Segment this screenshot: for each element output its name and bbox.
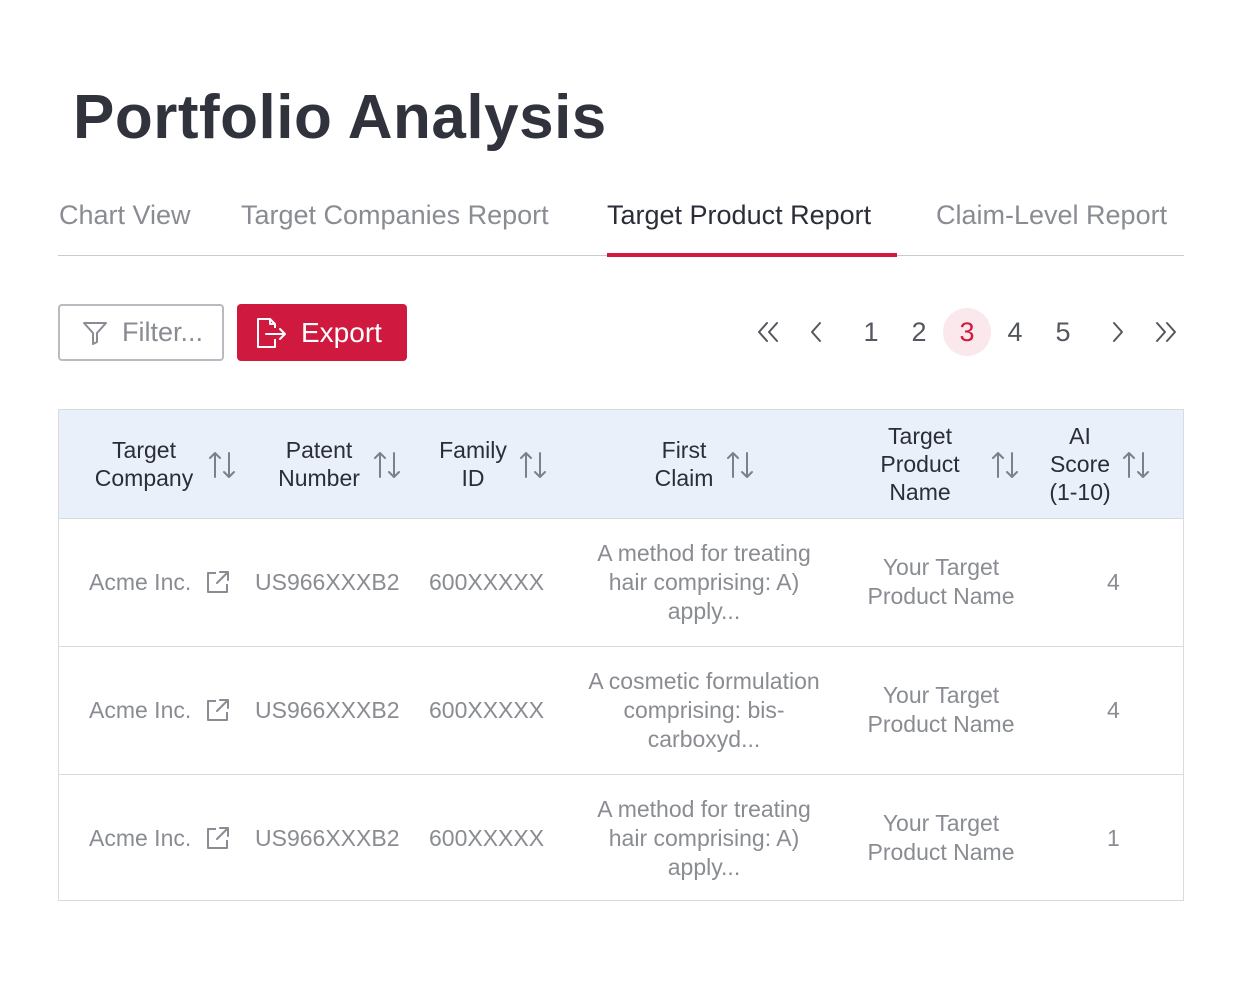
family-id-cell: 600XXXXX	[429, 697, 545, 723]
company-link[interactable]: Acme Inc.	[89, 697, 192, 723]
export-file-icon	[257, 317, 286, 348]
filter-button[interactable]: Filter...	[58, 304, 224, 361]
external-link-icon[interactable]	[205, 697, 231, 723]
pager-first-button[interactable]	[744, 308, 792, 356]
patent-number-cell: US966XXXB2	[255, 569, 400, 595]
tab-claim-level-report[interactable]: Claim-Level Report	[936, 200, 1168, 230]
target-product-name-cell: Your Target Product Name	[867, 682, 1015, 737]
column-header-target-product-name[interactable]: Target Product Name	[880, 423, 960, 505]
tab-bar: Chart View Target Companies Report Targe…	[58, 196, 1184, 256]
pager-page-2[interactable]: 2	[911, 316, 927, 347]
target-product-name-cell: Your Target Product Name	[867, 554, 1015, 609]
ai-score-cell: 4	[1107, 569, 1120, 595]
chevron-left-icon	[811, 322, 821, 342]
first-claim-cell: A method for treating hair comprising: A…	[597, 796, 811, 880]
column-header-family-id[interactable]: Family ID	[439, 437, 507, 491]
table-row: Acme Inc. US966XXXB2 600XXXXX A method f…	[59, 519, 1183, 647]
sort-icon[interactable]	[990, 450, 1020, 480]
report-table: Target Company Patent Number Family ID F…	[58, 409, 1184, 901]
patent-number-cell: US966XXXB2	[255, 825, 400, 851]
pager-page-4[interactable]: 4	[1007, 316, 1023, 347]
double-chevron-left-icon	[758, 322, 778, 342]
export-button[interactable]: Export	[237, 304, 407, 361]
ai-score-cell: 4	[1107, 697, 1120, 723]
chevron-right-icon	[1113, 322, 1123, 342]
tab-target-companies-report[interactable]: Target Companies Report	[241, 200, 549, 230]
sort-icon[interactable]	[725, 450, 755, 480]
family-id-cell: 600XXXXX	[429, 825, 545, 851]
patent-number-cell: US966XXXB2	[255, 697, 400, 723]
page-title: Portfolio Analysis	[73, 83, 607, 152]
external-link-icon[interactable]	[205, 825, 231, 851]
tab-target-product-report[interactable]: Target Product Report	[607, 200, 872, 230]
column-header-target-company[interactable]: Target Company	[94, 437, 194, 491]
funnel-icon	[83, 321, 107, 345]
pager-next-button[interactable]	[1094, 308, 1142, 356]
tab-chart-view[interactable]: Chart View	[59, 200, 191, 230]
pager-prev-button[interactable]	[792, 308, 840, 356]
pager-page-1[interactable]: 1	[863, 316, 879, 347]
pager-page-3[interactable]: 3	[943, 308, 991, 356]
first-claim-cell: A cosmetic formulation comprising: bis- …	[588, 668, 820, 752]
table-header: Target Company Patent Number Family ID F…	[59, 410, 1183, 519]
external-link-icon[interactable]	[205, 569, 231, 595]
active-tab-indicator	[607, 253, 897, 257]
table-row: Acme Inc. US966XXXB2 600XXXXX A cosmetic…	[59, 647, 1183, 775]
sort-icon[interactable]	[1121, 450, 1151, 480]
sort-icon[interactable]	[518, 450, 548, 480]
sort-icon[interactable]	[372, 450, 402, 480]
filter-label: Filter...	[122, 317, 204, 347]
table-row: Acme Inc. US966XXXB2 600XXXXX A method f…	[59, 775, 1183, 903]
pager-last-button[interactable]	[1142, 308, 1190, 356]
first-claim-cell: A method for treating hair comprising: A…	[597, 540, 811, 624]
column-header-ai-score[interactable]: AI Score (1-10)	[1049, 423, 1111, 505]
target-product-name-cell: Your Target Product Name	[867, 810, 1015, 865]
column-header-patent-number[interactable]: Patent Number	[278, 437, 360, 491]
column-header-first-claim[interactable]: First Claim	[654, 437, 714, 491]
company-link[interactable]: Acme Inc.	[89, 569, 192, 595]
double-chevron-right-icon	[1156, 322, 1176, 342]
company-link[interactable]: Acme Inc.	[89, 825, 192, 851]
ai-score-cell: 1	[1107, 825, 1120, 851]
pager-page-5[interactable]: 5	[1055, 316, 1071, 347]
family-id-cell: 600XXXXX	[429, 569, 545, 595]
sort-icon[interactable]	[207, 450, 237, 480]
export-label: Export	[301, 316, 382, 348]
